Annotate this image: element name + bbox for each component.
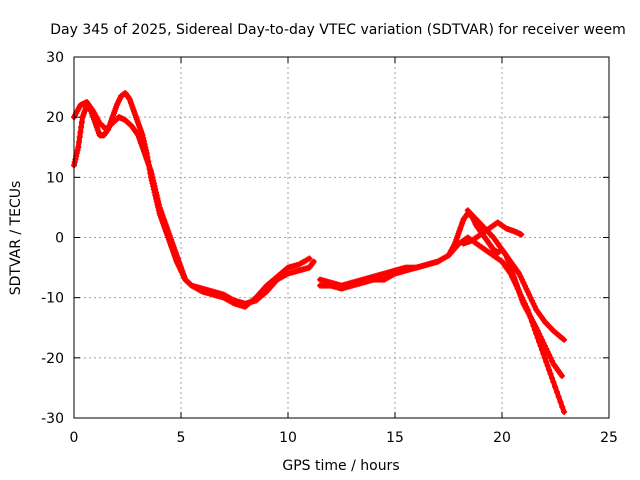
- data-point: [558, 372, 565, 379]
- data-point: [530, 322, 537, 329]
- x-axis-label: GPS time / hours: [282, 458, 399, 474]
- data-point: [548, 374, 555, 381]
- data-point: [541, 354, 548, 361]
- data-point: [521, 282, 528, 289]
- y-tick-label: 30: [46, 50, 64, 66]
- data-point: [518, 294, 525, 301]
- series-line: [71, 99, 312, 310]
- data-point: [524, 306, 531, 313]
- data-marks: [71, 90, 568, 415]
- data-point: [543, 358, 550, 365]
- data-point: [559, 403, 566, 410]
- data-point: [526, 291, 533, 298]
- data-point: [561, 336, 568, 343]
- data-point: [528, 297, 535, 304]
- data-point: [78, 119, 85, 126]
- data-point: [75, 139, 82, 146]
- data-point: [507, 270, 514, 277]
- x-tick-label: 25: [600, 430, 618, 446]
- series-4: [317, 234, 568, 415]
- data-point: [530, 300, 537, 307]
- data-point: [555, 393, 562, 400]
- data-point: [546, 366, 553, 373]
- data-point: [78, 124, 85, 131]
- axis-ticks: 0 5 10 15 20 25 -30 -20 -10 0 10 20 30: [41, 50, 618, 446]
- y-tick-label: -10: [41, 291, 64, 307]
- data-point: [553, 388, 560, 395]
- data-point: [514, 285, 521, 292]
- x-tick-label: 0: [70, 430, 79, 446]
- series-5: [464, 207, 568, 343]
- data-point: [517, 273, 524, 280]
- data-point: [544, 362, 551, 369]
- grid-lines: [74, 57, 609, 418]
- data-point: [526, 310, 533, 317]
- x-tick-label: 5: [177, 430, 186, 446]
- data-point: [510, 276, 517, 283]
- x-tick-label: 20: [493, 430, 511, 446]
- data-point: [77, 129, 84, 136]
- data-point: [521, 300, 528, 307]
- data-point: [550, 378, 557, 385]
- data-point: [513, 282, 520, 289]
- data-point: [520, 279, 527, 286]
- data-point: [546, 351, 553, 358]
- data-point: [508, 273, 515, 280]
- series-6: [460, 219, 525, 247]
- data-point: [552, 383, 559, 390]
- data-point: [306, 255, 313, 262]
- data-point: [534, 334, 541, 341]
- data-point: [557, 398, 564, 405]
- data-point: [518, 231, 525, 238]
- data-point: [528, 318, 535, 325]
- data-point: [537, 342, 544, 349]
- data-point: [527, 294, 534, 301]
- data-point: [524, 288, 531, 295]
- y-tick-label: -20: [41, 351, 64, 367]
- data-point: [536, 338, 543, 345]
- y-tick-label: 20: [46, 110, 64, 126]
- x-tick-label: 10: [279, 430, 297, 446]
- data-point: [527, 314, 534, 321]
- data-point: [547, 354, 554, 361]
- data-point: [76, 134, 83, 141]
- data-point: [310, 258, 317, 265]
- series-2: [71, 99, 313, 310]
- y-tick-label: 10: [46, 170, 64, 186]
- data-point: [547, 370, 554, 377]
- data-point: [516, 270, 523, 277]
- data-point: [544, 348, 551, 355]
- data-point: [517, 291, 524, 298]
- data-point: [523, 303, 530, 310]
- y-tick-label: 0: [55, 231, 64, 247]
- data-point: [511, 279, 518, 286]
- data-point: [540, 350, 547, 357]
- data-point: [548, 357, 555, 364]
- data-point: [561, 408, 568, 415]
- data-point: [518, 276, 525, 283]
- y-tick-label: -30: [41, 411, 64, 427]
- data-point: [533, 330, 540, 337]
- series-line: [317, 235, 567, 415]
- data-point: [531, 303, 538, 310]
- data-point: [516, 288, 523, 295]
- data-point: [520, 297, 527, 304]
- data-point: [531, 326, 538, 333]
- data-point: [523, 285, 530, 292]
- x-tick-label: 15: [386, 430, 404, 446]
- data-point: [75, 144, 82, 151]
- chart-title: Day 345 of 2025, Sidereal Day-to-day VTE…: [50, 22, 626, 38]
- data-point: [538, 346, 545, 353]
- y-axis-label: SDTVAR / TECUs: [8, 181, 24, 296]
